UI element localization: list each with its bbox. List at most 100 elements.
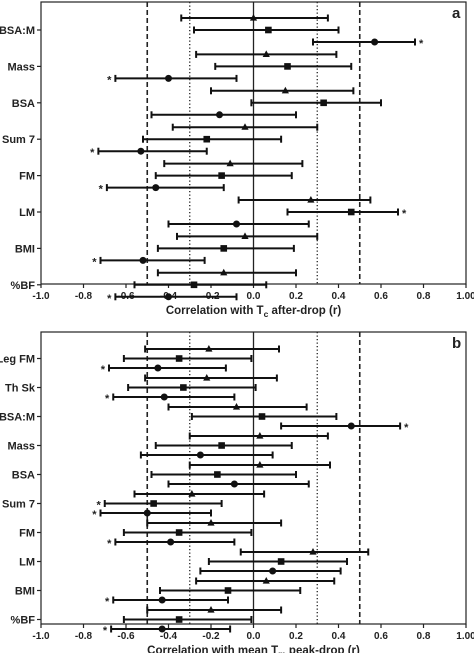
x-tick-label: 0.6 [374, 631, 388, 642]
category-label: Mass [7, 61, 35, 73]
x-tick-label: -0.8 [75, 291, 93, 302]
panel-letter: a [452, 5, 461, 22]
panel-a: -1.0-0.8-0.6-0.4-0.20.00.20.40.60.81.00C… [0, 1, 474, 319]
category-label: FM [19, 528, 35, 540]
x-tick-label: -1.0 [32, 291, 50, 302]
square-marker [175, 616, 183, 623]
significance-star: * [90, 147, 95, 159]
triangle-marker [203, 374, 211, 381]
significance-star: * [101, 364, 106, 376]
x-tick-label: 0.8 [417, 631, 431, 642]
category-label: LM [19, 557, 35, 569]
square-marker [190, 281, 198, 289]
triangle-marker [188, 490, 196, 497]
x-axis-title-subscript: c [264, 309, 269, 319]
square-marker [277, 558, 285, 565]
square-marker [214, 471, 221, 478]
category-label: BSA:M [0, 25, 35, 37]
triangle-marker [256, 432, 264, 439]
x-tick-label: 0.8 [417, 291, 431, 302]
x-tick-label: 1.00 [456, 291, 474, 302]
triangle-marker [256, 461, 264, 468]
x-tick-label: -0.4 [160, 631, 178, 642]
significance-star: * [96, 500, 101, 512]
triangle-marker [309, 548, 317, 555]
significance-star: * [99, 184, 104, 196]
triangle-marker [249, 14, 258, 21]
x-tick-label: 0.0 [247, 631, 261, 642]
triangle-marker [205, 345, 213, 352]
significance-star: * [419, 38, 424, 50]
category-label: BSA:M [0, 412, 35, 424]
square-marker [175, 529, 183, 536]
square-marker [180, 384, 187, 391]
x-axis-title-main: Correlation with mean T [147, 645, 278, 653]
square-marker [203, 135, 211, 143]
triangle-marker [232, 403, 241, 410]
x-tick-label: 0.0 [247, 291, 261, 302]
category-label: LM [19, 207, 35, 219]
circle-marker [158, 625, 166, 633]
significance-star: * [105, 596, 110, 608]
circle-marker [233, 220, 240, 228]
x-axis-title-main: Correlation with T [166, 305, 264, 317]
square-marker [224, 587, 232, 594]
triangle-marker [262, 577, 270, 584]
circle-marker [167, 538, 175, 546]
category-label: Mass [7, 441, 35, 453]
significance-star: * [402, 208, 407, 220]
circle-marker [143, 509, 151, 517]
circle-marker [216, 111, 223, 119]
circle-marker [347, 422, 355, 430]
circle-marker [139, 256, 147, 264]
triangle-marker [207, 606, 215, 613]
square-marker [347, 208, 355, 216]
x-tick-label: 0.2 [289, 291, 303, 302]
square-marker [320, 99, 327, 107]
x-tick-label: 0.6 [374, 291, 388, 302]
panel-letter: b [452, 335, 461, 352]
triangle-marker [307, 196, 315, 203]
circle-marker [165, 74, 172, 82]
x-tick-label: 0.4 [332, 291, 346, 302]
circle-marker [269, 567, 277, 575]
circle-marker [158, 596, 166, 604]
circle-marker [371, 38, 379, 46]
circle-marker [230, 480, 238, 488]
triangle-marker [262, 50, 270, 57]
category-label: BMI [15, 243, 35, 255]
square-marker [265, 26, 272, 34]
square-marker [150, 500, 157, 507]
circle-marker [137, 147, 145, 155]
x-tick-label: 0.2 [289, 631, 303, 642]
circle-marker [152, 184, 160, 192]
triangle-marker [207, 519, 215, 526]
square-marker [175, 355, 183, 362]
significance-star: * [103, 625, 108, 637]
triangle-marker [281, 86, 289, 94]
panel-b: -1.0 -0.8 -0.6 -0.4 -0.2 0.0 0.2 0.4 0.6 0.8 1.00 C… [0, 331, 474, 653]
significance-star: * [92, 256, 97, 268]
category-label: BSA [12, 98, 35, 110]
x-tick-label: -1.0 [32, 631, 50, 642]
x-tick-label: -0.2 [202, 631, 220, 642]
x-axis-title-tail: after-drop (r) [268, 305, 341, 317]
x-tick-label: -0.6 [117, 631, 135, 642]
significance-star: * [105, 393, 110, 405]
significance-star: * [92, 509, 97, 521]
category-label: Leg FM [0, 354, 35, 366]
category-label: FM [19, 171, 35, 183]
category-label: Sum 7 [2, 134, 35, 146]
category-label: BMI [15, 586, 35, 598]
significance-star: * [107, 293, 112, 305]
x-tick-label: 1.00 [456, 631, 474, 642]
x-axis-title: Correlation with Tc after-drop (r) [166, 305, 341, 319]
x-axis-title-subscript: m [278, 649, 286, 653]
square-marker [218, 172, 225, 179]
circle-marker [196, 451, 204, 459]
triangle-marker [241, 123, 249, 130]
circle-marker [165, 293, 172, 301]
triangle-marker [220, 268, 228, 276]
category-label: %BF [11, 280, 36, 292]
